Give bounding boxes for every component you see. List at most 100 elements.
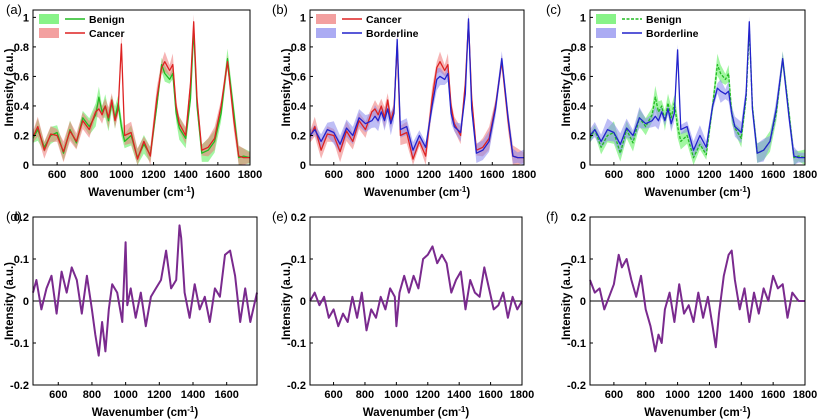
plot-frame: [309, 9, 525, 166]
x-tick-label: 1400: [729, 169, 753, 181]
x-tick-label: 1400: [448, 169, 472, 181]
y-tick-label: 0.2: [571, 130, 586, 142]
x-axis-label: Wavenumber (cm-1): [644, 405, 751, 419]
x-tick-label: 1000: [384, 389, 408, 401]
y-tick-label: -0.1: [287, 338, 306, 350]
y-tick-label: -0.2: [10, 380, 29, 392]
panel-label: (e): [272, 209, 288, 224]
panel-label: (d): [6, 209, 22, 224]
legend-swatch-benign: [39, 14, 59, 24]
y-axis-label: Intensity (a.u.): [561, 48, 573, 126]
y-tick-label: 0: [580, 296, 586, 308]
legend-swatch-cancer: [316, 14, 336, 24]
y-tick-label: 0.8: [14, 42, 29, 54]
x-tick-label: 600: [324, 389, 342, 401]
y-tick-label: 0: [23, 160, 29, 172]
legend-label-borderline: Borderline: [646, 28, 699, 40]
chart-panel-e: (e) 600 800 1000 1200 1400 1600 1800 -0.2 -0.1 0 0.…: [272, 209, 534, 419]
x-tick-label: 1800: [793, 389, 817, 401]
x-tick-label: 800: [637, 389, 655, 401]
y-tick-label: 0.6: [571, 71, 586, 83]
y-axis-label: Intensity (a.u.): [4, 48, 16, 126]
x-tick-label: 1000: [385, 169, 409, 181]
x-tick-label: 1600: [214, 389, 238, 401]
legend-swatch-borderline: [596, 28, 616, 38]
x-tick-label: 1000: [113, 389, 137, 401]
series-band-borderline: [590, 16, 805, 166]
x-tick-label: 600: [605, 169, 623, 181]
panel-label: (f): [546, 209, 558, 224]
legend-label-benign: Benign: [89, 14, 125, 26]
plot-frame: [32, 9, 251, 166]
y-axis-label: Intensity (a.u.): [281, 48, 293, 126]
x-tick-label: 1800: [238, 169, 262, 181]
x-tick-label: 1200: [141, 169, 165, 181]
x-tick-label: 600: [325, 169, 343, 181]
x-axis-label: Wavenumber (cm-1): [644, 185, 751, 199]
series-line-difference: [589, 249, 805, 353]
x-tick-label: 1600: [478, 389, 502, 401]
series-band-cancer: [33, 14, 250, 166]
x-tick-label: 1600: [761, 389, 785, 401]
x-tick-label: 800: [80, 169, 98, 181]
y-tick-label: 0.2: [291, 130, 306, 142]
y-axis-label: Intensity (a.u.): [561, 262, 573, 340]
series-line-borderline: [589, 21, 805, 159]
chart-panel-d: (d) 600 800 1000 1200 1400 1600 -0.2 -0.1 0 0.1 0.2…: [4, 209, 258, 419]
legend-swatch-borderline: [316, 28, 336, 38]
y-tick-label: 0: [300, 160, 306, 172]
y-tick-label: 0.6: [14, 71, 29, 83]
x-axis-label: Wavenumber (cm-1): [92, 405, 199, 419]
y-tick-label: 0.4: [291, 101, 307, 113]
legend-label-cancer: Cancer: [366, 14, 402, 26]
legend-label-borderline: Borderline: [366, 28, 419, 40]
legend-swatch-cancer: [39, 28, 59, 38]
legend-label-benign: Benign: [646, 14, 682, 26]
x-tick-label: 1200: [697, 389, 721, 401]
x-tick-label: 800: [356, 169, 374, 181]
y-axis-label: Intensity (a.u.): [281, 262, 293, 340]
legend-label-cancer: Cancer: [89, 28, 125, 40]
y-tick-label: 0.2: [571, 212, 586, 224]
series-line-cancer: [32, 21, 250, 160]
y-tick-label: 0.4: [14, 101, 30, 113]
series-band-benign: [590, 21, 805, 166]
y-axis-label: Intensity (a.u.): [4, 262, 16, 340]
x-tick-label: 1800: [512, 169, 536, 181]
series-line-borderline: [309, 18, 524, 159]
y-tick-label: -0.1: [10, 338, 29, 350]
chart-panel-b: (b) 600 800 1000 1200 1400 1600 1800 0 0.2 0.4 0.6 0…: [272, 2, 536, 199]
x-tick-label: 800: [83, 389, 101, 401]
series-line-difference: [309, 245, 523, 332]
x-axis-label: Wavenumber (cm-1): [88, 185, 195, 199]
y-tick-label: 0.2: [291, 212, 306, 224]
y-tick-label: 0: [300, 296, 306, 308]
y-tick-label: 0.8: [571, 42, 586, 54]
y-tick-label: 1: [300, 12, 306, 24]
series-line-cancer: [309, 21, 524, 160]
chart-panel-f: (f) 600 800 1000 1200 1400 1600 1800 -0.2 -0.1 0 0.…: [546, 209, 817, 419]
x-tick-label: 1400: [729, 389, 753, 401]
y-tick-label: 0.1: [291, 254, 306, 266]
panel-label: (c): [546, 2, 561, 17]
y-tick-label: 0.2: [14, 130, 29, 142]
x-axis-label: Wavenumber (cm-1): [364, 185, 471, 199]
y-tick-label: 0: [23, 296, 29, 308]
x-axis-label: Wavenumber (cm-1): [363, 405, 470, 419]
x-tick-label: 600: [49, 389, 67, 401]
x-tick-label: 1200: [147, 389, 171, 401]
y-tick-label: 1: [23, 12, 29, 24]
y-tick-label: -0.2: [567, 380, 586, 392]
y-tick-label: 0.2: [14, 212, 29, 224]
y-tick-label: 0.1: [14, 254, 29, 266]
y-tick-label: 0: [580, 160, 586, 172]
x-tick-label: 1400: [181, 389, 205, 401]
x-tick-label: 1000: [665, 169, 689, 181]
y-tick-label: 0.1: [571, 254, 586, 266]
x-tick-label: 1800: [793, 169, 817, 181]
x-tick-label: 1200: [697, 169, 721, 181]
x-tick-label: 1800: [510, 389, 534, 401]
y-tick-label: 0.4: [571, 101, 587, 113]
legend-swatch-benign: [596, 14, 616, 24]
series-line-difference: [32, 224, 258, 357]
